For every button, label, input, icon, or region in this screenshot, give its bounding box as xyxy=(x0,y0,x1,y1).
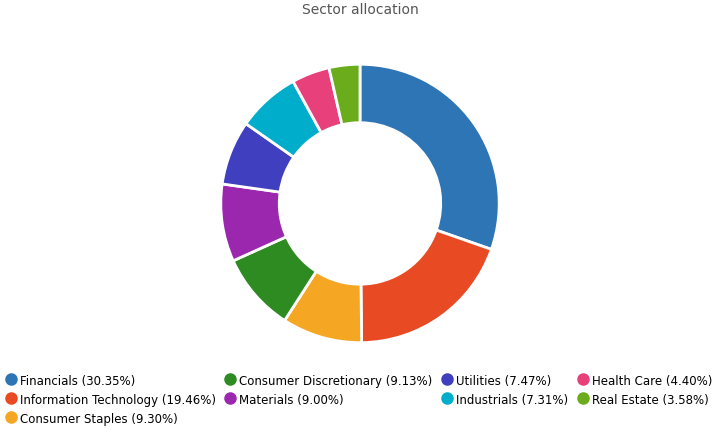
Wedge shape xyxy=(233,237,316,321)
Wedge shape xyxy=(293,69,342,133)
Wedge shape xyxy=(329,65,360,125)
Wedge shape xyxy=(284,272,361,343)
Title: Sector allocation: Sector allocation xyxy=(302,3,418,17)
Wedge shape xyxy=(221,184,287,261)
Legend: Financials (30.35%), Information Technology (19.46%), Consumer Staples (9.30%), : Financials (30.35%), Information Technol… xyxy=(4,370,716,428)
Wedge shape xyxy=(222,125,294,193)
Wedge shape xyxy=(360,65,499,250)
Wedge shape xyxy=(246,82,321,158)
Wedge shape xyxy=(361,230,492,343)
